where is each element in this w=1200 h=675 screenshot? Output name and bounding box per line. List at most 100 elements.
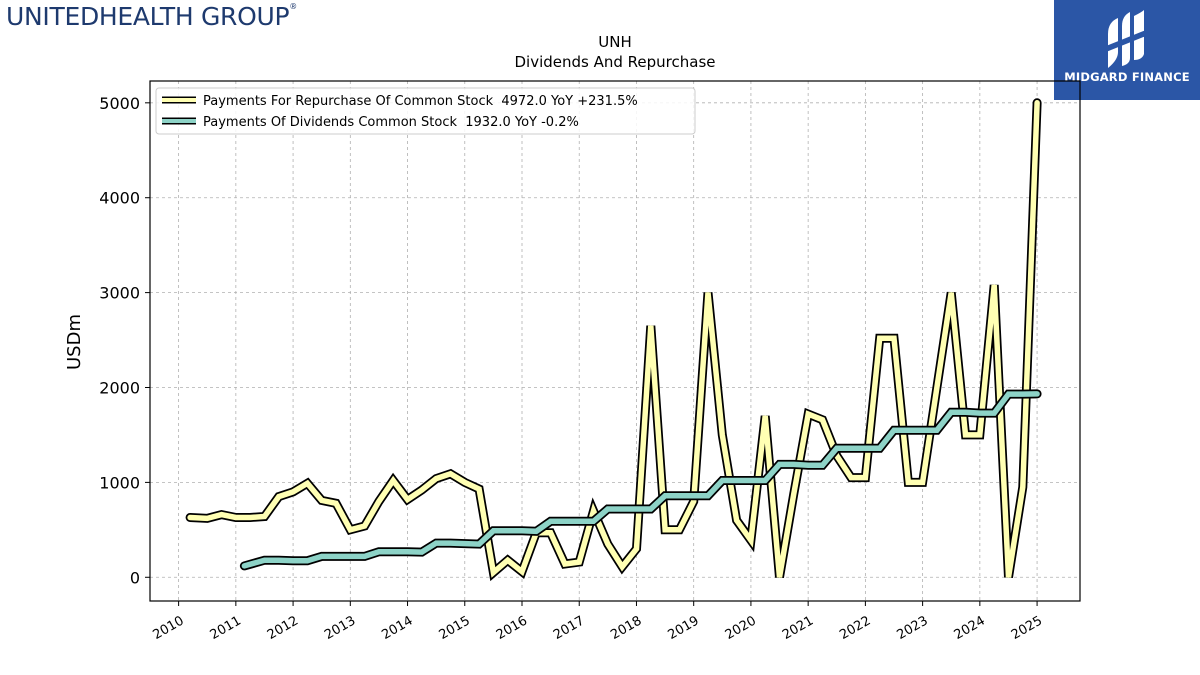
data-point <box>736 519 738 521</box>
data-point <box>936 429 938 431</box>
series-0 <box>185 98 1042 582</box>
data-point <box>378 551 380 553</box>
data-point <box>578 561 580 563</box>
data-point <box>249 516 251 519</box>
x-tick-label: 2025 <box>1009 613 1045 643</box>
data-point <box>263 515 266 518</box>
y-tick-label: 1000 <box>99 473 140 492</box>
series-line <box>241 391 1040 569</box>
data-point <box>1036 102 1038 104</box>
y-axis-label: USDm <box>64 314 85 370</box>
data-point <box>778 576 781 578</box>
data-point <box>650 508 652 510</box>
data-point <box>507 530 509 532</box>
y-tick-label: 5000 <box>99 94 140 113</box>
data-point <box>836 447 838 449</box>
data-point <box>750 539 752 541</box>
data-point <box>206 517 208 520</box>
data-point <box>807 413 809 415</box>
data-point <box>564 520 566 522</box>
data-point <box>335 555 337 558</box>
data-point <box>550 520 552 522</box>
data-point <box>507 559 509 561</box>
data-point <box>1036 393 1038 395</box>
x-tick-label: 2016 <box>494 613 530 643</box>
data-point <box>464 481 466 483</box>
data-point <box>492 571 494 574</box>
data-point <box>449 473 452 475</box>
data-point <box>263 559 266 561</box>
chart-title: UNH <box>598 33 631 51</box>
data-point <box>693 500 695 502</box>
data-point <box>922 429 924 431</box>
data-point <box>220 514 223 516</box>
data-point <box>964 411 967 413</box>
x-tick-label: 2011 <box>208 613 244 643</box>
x-tick-label: 2022 <box>837 613 873 643</box>
data-point <box>807 464 809 466</box>
x-tick-label: 2013 <box>322 613 358 643</box>
x-tick-label: 2015 <box>437 613 473 643</box>
series-1 <box>239 389 1042 571</box>
data-point <box>893 429 895 431</box>
data-point <box>406 498 409 501</box>
data-point <box>664 495 666 497</box>
legend-label-dividends: Payments Of Dividends Common Stock 1932.… <box>203 115 579 130</box>
data-point <box>950 292 952 294</box>
data-point <box>879 447 881 449</box>
x-tick-label: 2020 <box>723 613 759 643</box>
data-point <box>292 491 294 493</box>
data-point <box>907 481 909 483</box>
data-point <box>821 419 824 421</box>
data-point <box>1007 576 1010 578</box>
data-point <box>243 565 245 567</box>
data-point <box>564 563 566 565</box>
data-point <box>478 543 480 545</box>
unitedhealth-group-logo: UNITEDHEALTH GROUP® <box>6 2 297 31</box>
x-tick-label: 2012 <box>265 613 301 643</box>
data-point <box>678 529 681 531</box>
data-point <box>521 571 523 573</box>
data-point <box>306 482 308 484</box>
data-point <box>721 434 723 436</box>
midgard-mark-icon <box>1106 10 1146 68</box>
registered-mark: ® <box>289 2 297 11</box>
data-point <box>278 559 280 561</box>
data-point <box>349 529 351 531</box>
data-point <box>621 566 623 568</box>
chart-subtitle: Dividends And Repurchase <box>514 53 715 71</box>
x-tick-label: 2023 <box>894 613 930 643</box>
data-point <box>936 386 938 389</box>
x-tick-label: 2010 <box>150 613 186 643</box>
data-point <box>592 510 595 512</box>
data-point <box>392 479 394 482</box>
midgard-finance-text: MIDGARD FINANCE <box>1064 70 1190 84</box>
data-point <box>349 555 351 558</box>
data-point <box>521 530 523 532</box>
data-point <box>550 532 552 534</box>
data-point <box>292 560 294 562</box>
data-point <box>979 412 981 414</box>
data-point <box>721 479 723 482</box>
x-tick-label: 2014 <box>379 613 415 643</box>
data-point <box>621 508 623 510</box>
data-point <box>793 493 795 495</box>
data-point <box>650 325 652 327</box>
x-tick-label: 2017 <box>551 613 587 643</box>
data-point <box>793 463 795 465</box>
data-point <box>693 495 695 497</box>
data-point <box>964 434 967 436</box>
data-point <box>406 551 409 553</box>
data-point <box>578 520 580 522</box>
data-point <box>664 529 666 531</box>
data-point <box>321 499 323 501</box>
data-point <box>635 508 638 510</box>
data-point <box>449 542 452 544</box>
data-point <box>378 500 380 502</box>
data-point <box>592 520 595 522</box>
data-point <box>993 412 995 414</box>
data-point <box>607 543 609 545</box>
data-point <box>392 551 394 553</box>
data-point <box>778 463 781 465</box>
